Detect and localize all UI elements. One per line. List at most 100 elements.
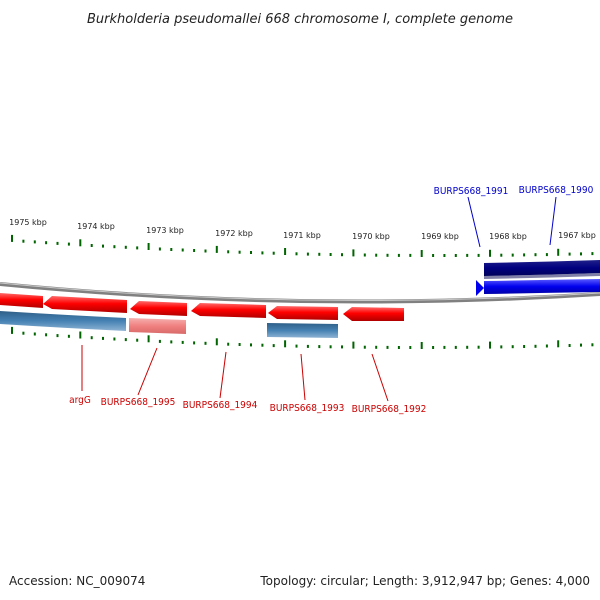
outer-minor-tick bbox=[227, 250, 230, 254]
kbp-label-1967: 1967 kbp bbox=[558, 231, 596, 240]
outer-minor-tick bbox=[511, 253, 514, 257]
feature-pink[interactable] bbox=[129, 318, 186, 334]
inner-major-tick bbox=[284, 340, 287, 348]
outer-minor-tick bbox=[22, 239, 25, 243]
inner-minor-tick bbox=[568, 344, 571, 347]
outer-minor-tick bbox=[102, 244, 104, 248]
outer-minor-tick bbox=[295, 252, 298, 256]
gene-BURPS668_1993[interactable] bbox=[268, 306, 338, 320]
inner-minor-tick bbox=[204, 341, 207, 345]
outer-minor-tick bbox=[113, 245, 116, 249]
gene-BURPS668_1990[interactable] bbox=[484, 279, 600, 294]
inner-minor-tick bbox=[341, 345, 343, 349]
outer-minor-tick bbox=[363, 253, 366, 257]
inner-minor-tick bbox=[193, 341, 196, 345]
genome-backbone bbox=[0, 282, 600, 304]
label-BURPS668_1992[interactable]: BURPS668_1992 bbox=[352, 404, 427, 415]
genome-backbone-highlight bbox=[0, 282, 600, 302]
label-BURPS668_1995[interactable]: BURPS668_1995 bbox=[101, 397, 176, 408]
inner-minor-tick bbox=[67, 334, 70, 338]
kbp-label-1969: 1969 kbp bbox=[421, 232, 459, 241]
inner-minor-tick bbox=[409, 346, 412, 349]
inner-minor-tick bbox=[523, 345, 526, 348]
kbp-scale-labels: 1975 kbp 1974 kbp 1973 kbp 1972 kbp 1971… bbox=[9, 218, 596, 241]
inner-major-tick bbox=[11, 326, 13, 334]
outer-major-tick bbox=[215, 245, 218, 253]
inner-minor-tick bbox=[295, 344, 298, 348]
outer-minor-tick bbox=[45, 241, 48, 245]
outer-minor-tick bbox=[33, 240, 36, 244]
inner-minor-tick bbox=[363, 345, 366, 349]
inner-minor-tick bbox=[90, 336, 93, 340]
leader-BURPS668_1994 bbox=[219, 351, 227, 399]
leader-BURPS668_1995 bbox=[137, 347, 158, 396]
inner-tick-ruler bbox=[11, 326, 594, 349]
kbp-label-1974: 1974 kbp bbox=[77, 222, 115, 231]
outer-major-tick bbox=[284, 248, 287, 255]
inner-major-tick bbox=[79, 331, 82, 339]
outer-minor-tick bbox=[261, 251, 264, 255]
inner-minor-tick bbox=[261, 343, 264, 347]
label-argG[interactable]: argG bbox=[69, 395, 91, 406]
secondary-features bbox=[0, 311, 338, 338]
outer-minor-tick bbox=[568, 252, 571, 256]
inner-minor-tick bbox=[375, 345, 378, 349]
outer-minor-tick bbox=[386, 253, 389, 257]
inner-minor-tick bbox=[272, 344, 275, 348]
outer-minor-tick bbox=[170, 248, 173, 251]
inner-minor-tick bbox=[181, 340, 184, 344]
kbp-label-1968: 1968 kbp bbox=[489, 232, 527, 241]
kbp-label-1975: 1975 kbp bbox=[9, 218, 47, 227]
outer-minor-tick bbox=[90, 244, 93, 247]
topology-text: Topology: circular; Length: 3,912,947 bp… bbox=[260, 574, 590, 588]
outer-minor-tick bbox=[318, 252, 321, 256]
inner-minor-tick bbox=[454, 345, 457, 349]
inner-minor-tick bbox=[432, 346, 435, 349]
inner-minor-tick bbox=[102, 336, 104, 340]
leader-BURPS668_1991 bbox=[467, 196, 481, 248]
inner-minor-tick bbox=[534, 344, 537, 348]
label-leaders bbox=[81, 196, 557, 402]
outer-minor-tick bbox=[580, 252, 582, 256]
leader-BURPS668_1993 bbox=[300, 353, 306, 401]
label-BURPS668_1993[interactable]: BURPS668_1993 bbox=[270, 403, 345, 414]
outer-major-tick bbox=[557, 248, 560, 256]
inner-minor-tick bbox=[250, 343, 252, 347]
outer-minor-tick bbox=[397, 253, 400, 257]
label-BURPS668_1994[interactable]: BURPS668_1994 bbox=[183, 400, 258, 411]
label-BURPS668_1990[interactable]: BURPS668_1990 bbox=[519, 185, 594, 196]
outer-minor-tick bbox=[443, 254, 446, 257]
gene-BURPS668_1995[interactable] bbox=[130, 301, 187, 316]
gene-BURPS668_1996[interactable] bbox=[0, 293, 43, 308]
gene-BURPS668_1992[interactable] bbox=[343, 307, 404, 321]
inner-major-tick bbox=[352, 341, 355, 349]
inner-minor-tick bbox=[443, 345, 446, 349]
outer-minor-tick bbox=[67, 242, 70, 246]
inner-major-tick bbox=[557, 340, 560, 348]
inner-minor-tick bbox=[511, 345, 514, 349]
forward-strand-genes bbox=[476, 260, 600, 296]
outer-tick-ruler bbox=[11, 234, 594, 257]
inner-minor-tick bbox=[466, 345, 469, 349]
outer-minor-tick bbox=[591, 252, 594, 256]
inner-minor-tick bbox=[238, 343, 241, 346]
gene-labels: BURPS668_1991 BURPS668_1990 argG BURPS66… bbox=[69, 185, 593, 415]
gene-argG[interactable] bbox=[43, 296, 127, 313]
inner-major-tick bbox=[215, 338, 218, 346]
outer-minor-tick bbox=[136, 246, 139, 250]
label-BURPS668_1991[interactable]: BURPS668_1991 bbox=[434, 186, 509, 197]
inner-minor-tick bbox=[170, 340, 173, 344]
outer-major-tick bbox=[147, 243, 150, 250]
feature-steel-left[interactable] bbox=[0, 311, 126, 331]
feature-steel-mid[interactable] bbox=[267, 323, 338, 338]
outer-minor-tick bbox=[523, 253, 526, 257]
gene-BURPS668_1994[interactable] bbox=[191, 303, 266, 318]
outer-minor-tick bbox=[432, 254, 435, 257]
inner-minor-tick bbox=[33, 332, 36, 336]
inner-minor-tick bbox=[56, 334, 59, 338]
gene-BURPS668_1991[interactable] bbox=[484, 260, 600, 276]
outer-minor-tick bbox=[272, 251, 275, 255]
genome-title: Burkholderia pseudomallei 668 chromosome… bbox=[87, 12, 513, 27]
inner-minor-tick bbox=[227, 342, 230, 346]
